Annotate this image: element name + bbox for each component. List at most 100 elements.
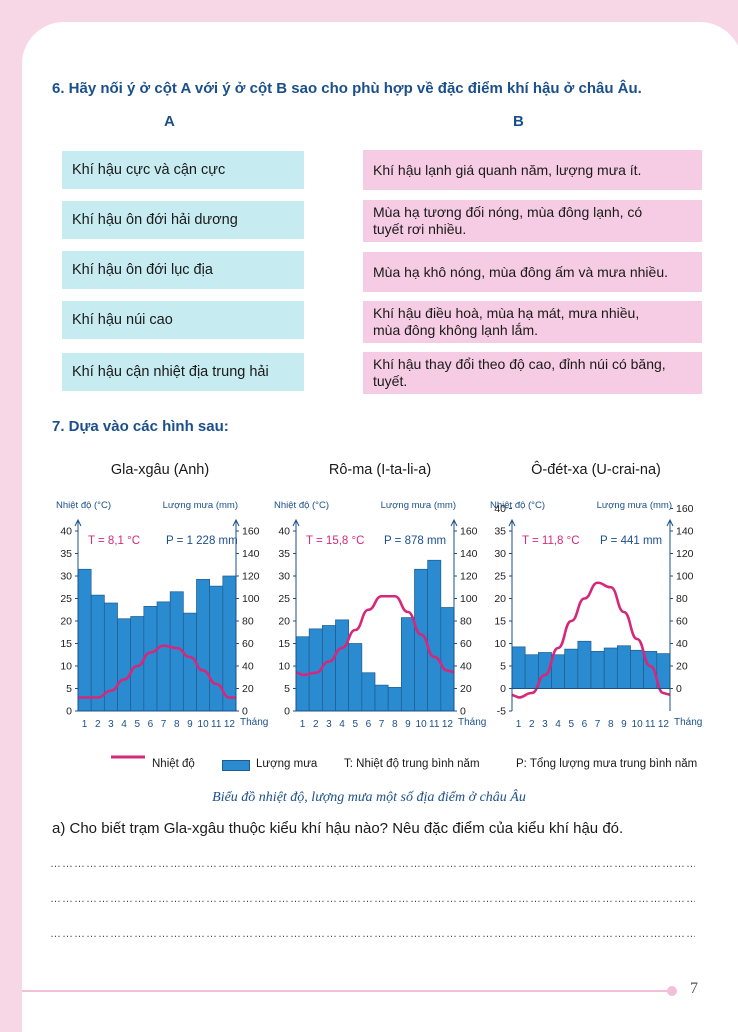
y-tick-left: 35 <box>494 526 506 538</box>
total-rainfall-label: P = 878 mm <box>384 535 446 547</box>
y-tick-left: 20 <box>278 616 290 628</box>
y-tick-right: 60 <box>460 638 472 650</box>
y-axis-right-label: Lượng mưa (mm) <box>163 500 238 511</box>
legend-t-definition: T: Nhiệt độ trung bình năm <box>344 758 480 770</box>
y-tick-right: 80 <box>242 616 254 628</box>
y-tick-right: 20 <box>242 683 254 695</box>
y-axis-left-arrow <box>74 518 82 527</box>
x-tick-label: 2 <box>313 719 319 730</box>
rainfall-bar <box>143 606 158 712</box>
column-b-item[interactable]: Mùa hạ tương đối nóng, mùa đông lạnh, có… <box>363 200 702 242</box>
y-tick-left: 40 <box>494 503 506 515</box>
y-axis-left-label: Nhiệt độ (°C) <box>274 500 329 511</box>
rainfall-bar <box>374 684 389 712</box>
y-tick-right: 120 <box>242 571 260 583</box>
page-sheet <box>22 22 738 1032</box>
chart-title: Ô-đét-xa (U-crai-na) <box>531 462 661 478</box>
question-7a: a) Cho biết trạm Gla-xgâu thuộc kiểu khí… <box>52 820 624 837</box>
column-b-item[interactable]: Mùa hạ khô nóng, mùa đông ấm và mưa nhiề… <box>363 252 702 292</box>
question-7-title: 7. Dựa vào các hình sau: <box>52 418 229 435</box>
total-rainfall-label: P = 441 mm <box>600 535 662 547</box>
legend-p-definition: P: Tổng lượng mưa trung bình năm <box>516 758 698 770</box>
rainfall-bar <box>196 579 211 712</box>
column-a-item[interactable]: Khí hậu ôn đới hải dương <box>62 201 304 239</box>
rainfall-bar <box>590 651 605 689</box>
rainfall-bar <box>577 640 592 689</box>
answer-line[interactable]: …………………………………………………………………………………………………………… <box>50 893 695 905</box>
y-tick-left: 0 <box>66 706 72 718</box>
column-a-item[interactable]: Khí hậu cực và cận cực <box>62 151 304 189</box>
x-tick-label: 8 <box>392 719 398 730</box>
column-a-item[interactable]: Khí hậu ôn đới lục địa <box>62 251 304 289</box>
column-b-item[interactable]: Khí hậu điều hoà, mùa hạ mát, mưa nhiều,… <box>363 301 702 343</box>
y-axis-right-label: Lượng mưa (mm) <box>381 500 456 511</box>
x-tick-label: 9 <box>187 719 193 730</box>
temperature-line <box>78 644 236 699</box>
mean-temperature-label: T = 15,8 °C <box>306 535 364 547</box>
x-tick-label: 9 <box>405 719 411 730</box>
y-tick-right: 160 <box>242 526 260 538</box>
answer-line[interactable]: …………………………………………………………………………………………………………… <box>50 928 695 940</box>
x-tick-label: 5 <box>568 719 574 730</box>
y-tick-right: 0 <box>242 706 248 718</box>
temperature-line <box>511 581 671 699</box>
y-tick-left: 15 <box>278 638 290 650</box>
total-rainfall-label: P = 1 228 mm <box>166 535 238 547</box>
y-tick-right: 100 <box>242 593 260 605</box>
rainfall-bar <box>222 575 237 712</box>
question-6-title: 6. Hãy nối ý ở cột A với ý ở cột B sao c… <box>52 80 642 97</box>
y-tick-left: 15 <box>494 616 506 628</box>
y-tick-right: 80 <box>676 593 688 605</box>
x-tick-label: 4 <box>339 719 345 730</box>
x-tick-label: 6 <box>148 719 154 730</box>
footer-rule <box>22 990 672 992</box>
y-tick-left: 35 <box>278 548 290 560</box>
y-tick-left: 25 <box>494 571 506 583</box>
y-tick-right: 120 <box>676 548 694 560</box>
x-tick-label: 10 <box>198 719 210 730</box>
rainfall-bar <box>348 643 363 712</box>
rainfall-bar <box>209 585 224 712</box>
rainfall-bar <box>156 601 171 712</box>
column-a-item[interactable]: Khí hậu núi cao <box>62 301 304 339</box>
answer-line[interactable]: …………………………………………………………………………………………………………… <box>50 858 695 870</box>
rainfall-bar <box>616 645 631 689</box>
x-tick-label: 10 <box>416 719 428 730</box>
x-tick-label: 3 <box>108 719 114 730</box>
y-tick-right: 20 <box>676 661 688 673</box>
x-tick-label: 3 <box>326 719 332 730</box>
x-tick-label: 5 <box>134 719 140 730</box>
climate-charts: Nhiệt độ (°C) Lượng mưa (mm)4035302520151… <box>56 500 702 730</box>
chart-title: Rô-ma (I-ta-li-a) <box>328 462 432 478</box>
temperature-line <box>295 594 455 677</box>
rainfall-bar <box>427 559 442 712</box>
rainfall-bar <box>630 649 645 689</box>
column-b-item[interactable]: Khí hậu lạnh giá quanh năm, lượng mưa ít… <box>363 150 702 190</box>
y-axis-left-label: Nhiệt độ (°C) <box>490 500 545 511</box>
figure-caption: Biểu đồ nhiệt độ, lượng mưa một số địa đ… <box>212 790 526 805</box>
chart-title: Gla-xgâu (Anh) <box>110 462 210 478</box>
y-tick-left: 10 <box>60 661 72 673</box>
x-tick-label: 12 <box>658 719 670 730</box>
y-tick-left: 20 <box>494 593 506 605</box>
y-tick-right: 40 <box>676 638 688 650</box>
x-tick-label: 7 <box>161 719 167 730</box>
y-tick-left: 0 <box>284 706 290 718</box>
column-b-item[interactable]: Khí hậu thay đổi theo độ cao, đỉnh núi c… <box>363 352 702 394</box>
y-tick-right: 40 <box>460 661 472 673</box>
y-tick-right: 60 <box>242 638 254 650</box>
y-tick-right: 160 <box>460 526 478 538</box>
y-axis-left-arrow <box>292 518 300 527</box>
x-tick-label: 5 <box>352 719 358 730</box>
y-tick-right: 60 <box>676 616 688 628</box>
y-tick-left: -5 <box>497 706 506 718</box>
y-tick-right: 120 <box>460 571 478 583</box>
x-tick-label: 9 <box>621 719 627 730</box>
column-a-header: A <box>164 113 175 130</box>
x-tick-label: 3 <box>542 719 548 730</box>
column-a-item[interactable]: Khí hậu cận nhiệt địa trung hải <box>62 353 304 391</box>
x-tick-label: 8 <box>608 719 614 730</box>
mean-temperature-label: T = 11,8 °C <box>522 535 580 547</box>
page-number: 7 <box>690 980 698 997</box>
x-tick-label: 11 <box>429 719 440 730</box>
